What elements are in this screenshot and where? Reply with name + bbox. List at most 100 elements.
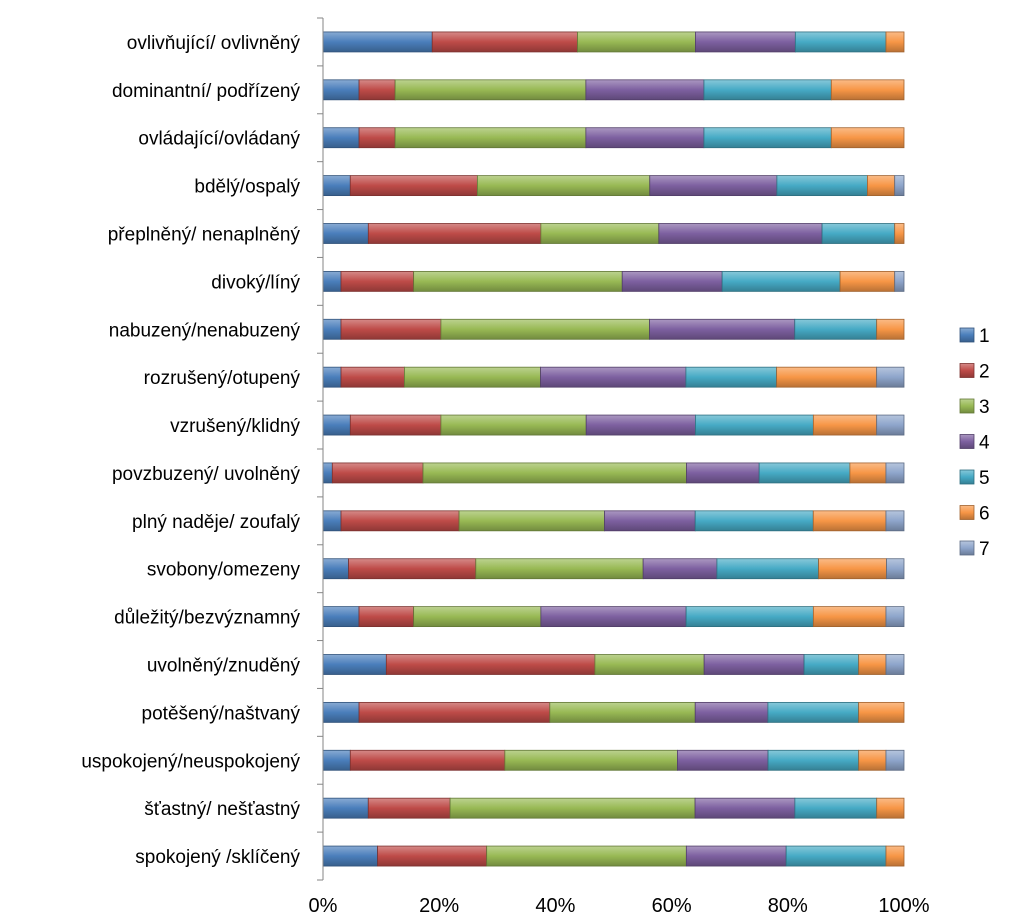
bar-row <box>322 270 905 292</box>
bar-segment-1 <box>322 797 369 819</box>
bar-segment-5 <box>803 654 860 675</box>
category-label: rozrušený/otupený <box>144 368 301 389</box>
bar-segment-6 <box>876 797 905 819</box>
bar-segment-5 <box>794 797 878 819</box>
bar-segment-2 <box>340 510 460 532</box>
bar-segment-1 <box>322 654 387 675</box>
bar-segment-5 <box>767 701 860 723</box>
category-label: divoký/líný <box>211 272 300 293</box>
bar-segment-1 <box>322 79 360 101</box>
legend-label: 1 <box>979 326 990 347</box>
bar-segment-2 <box>377 845 488 867</box>
legend-swatch <box>959 469 975 485</box>
category-label: ovlivňující/ ovlivněný <box>127 33 301 54</box>
bar-segment-6 <box>894 223 905 244</box>
bar-segment-5 <box>794 31 887 53</box>
bar-segment-1 <box>322 318 342 340</box>
category-label: přeplněný/ nenaplněný <box>108 225 301 246</box>
bar-segment-5 <box>758 462 851 484</box>
bar-segment-7 <box>876 366 905 388</box>
bar-segment-5 <box>716 558 819 580</box>
legend-label: 7 <box>979 539 990 560</box>
x-tick-label: 20% <box>419 895 459 917</box>
bar-segment-7 <box>886 558 905 580</box>
x-tick-label: 40% <box>535 895 575 917</box>
legend-swatch <box>959 363 975 378</box>
bar-segment-4 <box>677 749 769 771</box>
bar-segment-5 <box>695 414 814 436</box>
bar-segment-5 <box>821 223 896 244</box>
bar-segment-7 <box>894 175 905 197</box>
legend-item-5: 5 <box>959 468 990 489</box>
category-labels: ovlivňující/ ovlivněný dominantní/ podříz… <box>81 33 300 868</box>
category-label: důležitý/bezvýznamný <box>114 608 300 629</box>
category-label: uspokojený/neuspokojený <box>81 751 300 772</box>
bar-segment-6 <box>812 510 887 532</box>
bar-segment-5 <box>685 366 778 388</box>
bar-segment-1 <box>322 223 369 244</box>
bar-segment-3 <box>394 79 587 101</box>
bar-segment-3 <box>476 175 651 197</box>
bar-segment-2 <box>340 318 442 340</box>
legend-swatch <box>959 398 975 414</box>
bar-segment-6 <box>858 749 887 771</box>
bar-segment-4 <box>649 318 796 340</box>
bar-segment-7 <box>885 749 905 771</box>
bar-segment-1 <box>322 414 351 436</box>
bar-segment-3 <box>594 654 705 675</box>
legend-swatch <box>959 327 975 343</box>
legend-swatch <box>959 434 975 449</box>
bar-segment-6 <box>885 845 905 867</box>
x-tick-label: 80% <box>768 895 808 917</box>
bar-segment-7 <box>876 414 905 436</box>
bar-segment-1 <box>322 127 360 149</box>
bar-segment-6 <box>830 127 905 149</box>
category-label: vzrušený/klidný <box>170 416 300 437</box>
bar-segment-6 <box>876 318 905 340</box>
bar-segment-2 <box>358 701 551 723</box>
bar-row <box>322 797 905 819</box>
bar-segment-1 <box>322 462 333 484</box>
bar-row <box>322 127 905 149</box>
bar-segment-2 <box>349 749 506 771</box>
bar-segment-1 <box>322 558 349 580</box>
bar-row <box>322 175 905 197</box>
legend-label: 3 <box>979 397 990 418</box>
bar-segment-3 <box>549 701 696 723</box>
bar-segment-5 <box>685 606 814 628</box>
bar-segment-3 <box>475 558 644 580</box>
bar-segment-2 <box>340 270 415 292</box>
bar-segment-2 <box>367 797 451 819</box>
bar-segment-2 <box>431 31 578 53</box>
category-label: uvolněný/znuděný <box>147 656 301 677</box>
bar-segment-3 <box>577 31 696 53</box>
bar-segment-4 <box>621 270 723 292</box>
bar-segment-2 <box>340 366 405 388</box>
bar-row <box>322 223 905 244</box>
bar-segment-2 <box>358 127 396 149</box>
bar-row <box>322 31 905 53</box>
bar-segment-2 <box>331 462 424 484</box>
category-label: nabuzený/nenabuzený <box>109 320 301 341</box>
category-label: potěšený/naštvaný <box>142 703 301 724</box>
bar-row <box>322 606 905 628</box>
bar-segment-4 <box>585 414 696 436</box>
bar-segment-3 <box>422 462 687 484</box>
axis-group <box>317 17 324 881</box>
x-tick-label: 0% <box>309 895 338 917</box>
bar-row <box>322 510 905 532</box>
bar-segment-4 <box>694 701 769 723</box>
bar-segment-3 <box>440 414 587 436</box>
legend-item-1: 1 <box>959 326 990 347</box>
category-label: spokojený /sklíčený <box>135 847 300 868</box>
bar-segment-4 <box>604 510 696 532</box>
bar-segment-5 <box>767 749 860 771</box>
bar-segment-6 <box>830 79 905 101</box>
bar-segment-4 <box>585 127 705 149</box>
bar-segment-5 <box>721 270 841 292</box>
bar-segment-5 <box>703 79 832 101</box>
bar-segment-3 <box>404 366 541 388</box>
bar-segment-4 <box>658 223 823 244</box>
bar-segment-5 <box>776 175 868 197</box>
